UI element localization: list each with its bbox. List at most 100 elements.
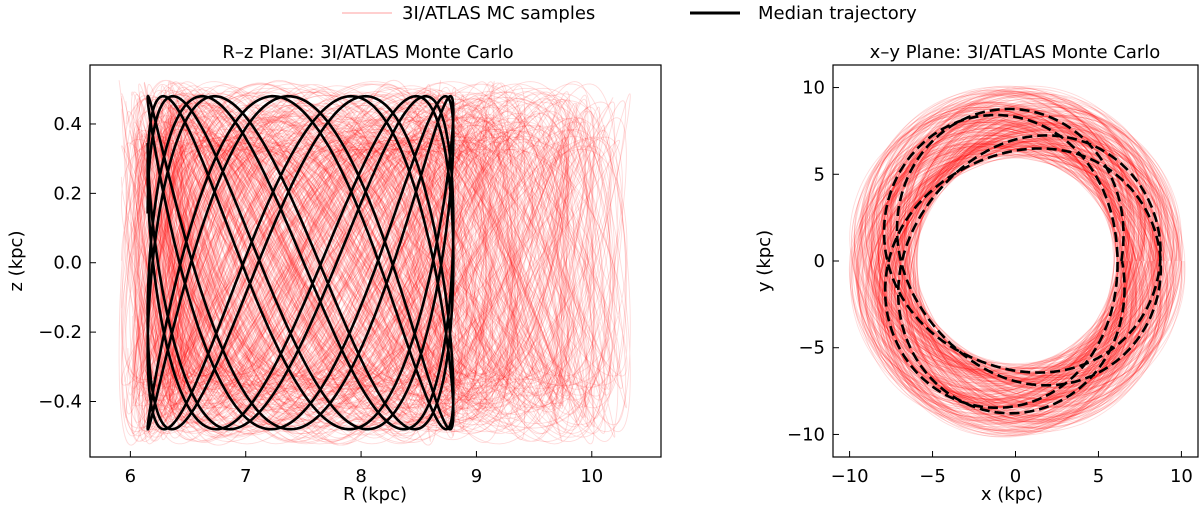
rz-mc-sample-line — [161, 86, 457, 439]
xy-mc-sample-line — [868, 120, 1162, 418]
xy-mc-sample-line — [878, 127, 1153, 405]
rz-mc-sample-line — [169, 127, 477, 398]
xy-mc-sample-line — [882, 118, 1152, 399]
xy-mc-sample-line — [858, 105, 1162, 422]
rz-mc-sample-line — [162, 100, 505, 426]
rz-mc-sample-line — [166, 124, 605, 401]
xy-ylabel: y (kpc) — [754, 230, 775, 292]
xy-mc-sample-line — [865, 110, 1155, 417]
xy-plot-area — [848, 85, 1186, 438]
rz-mc-sample-line — [167, 104, 526, 421]
rz-mc-sample-line — [141, 115, 558, 410]
rz-mc-sample-line — [180, 133, 468, 393]
rz-mc-sample-line — [181, 117, 587, 409]
xy-mc-sample-line — [871, 109, 1160, 409]
xy-ytick-label: 5 — [814, 164, 825, 185]
rz-mc-sample-line — [129, 129, 611, 396]
xy-mc-sample-line — [877, 117, 1154, 407]
xy-mc-sample-line — [860, 108, 1174, 431]
xy-title: x–y Plane: 3I/ATLAS Monte Carlo — [870, 42, 1161, 63]
rz-mc-sample-line — [134, 148, 514, 377]
rz-mc-sample-line — [174, 150, 493, 375]
xy-mc-sample-line — [855, 92, 1178, 419]
xy-mc-sample-line — [871, 106, 1169, 425]
rz-median-trajectory — [146, 94, 455, 431]
rz-mc-sample-line — [163, 125, 570, 401]
xy-mc-sample-line — [879, 104, 1167, 411]
xy-mc-sample-line — [853, 94, 1166, 421]
rz-mc-sample-line — [146, 83, 431, 443]
xy-mc-sample-line — [853, 106, 1178, 434]
rz-panel: R–z Plane: 3I/ATLAS Monte Carlo 6 7 8 9 10 −0… — [6, 42, 662, 505]
xy-mc-sample-line — [880, 110, 1159, 400]
rz-mc-sample-line — [169, 117, 594, 409]
xy-mc-sample-line — [856, 90, 1174, 420]
rz-ytick-label: 0.2 — [53, 183, 82, 204]
rz-mc-sample-line — [174, 142, 463, 384]
rz-mc-sample-line — [142, 124, 443, 402]
rz-mc-sample-line — [130, 83, 563, 442]
xy-mc-sample-line — [852, 90, 1174, 419]
xy-mc-sample-line — [873, 101, 1175, 424]
rz-xtick-label: 7 — [240, 466, 251, 487]
xy-mc-sample-line — [880, 121, 1156, 409]
rz-mc-sample-line — [170, 139, 457, 386]
rz-mc-sample-line — [159, 101, 616, 424]
xy-mc-sample-line — [882, 121, 1156, 408]
rz-xtick-label: 8 — [355, 466, 366, 487]
rz-mc-sample-line — [140, 115, 522, 411]
xy-mc-sample-line — [871, 111, 1155, 400]
xy-xlabel: x (kpc) — [981, 484, 1043, 505]
xy-mc-sample-line — [871, 121, 1164, 418]
legend-mc-samples-label: 3I/ATLAS MC samples — [402, 3, 595, 24]
rz-mc-sample-line — [143, 82, 509, 443]
xy-mc-sample-line — [864, 106, 1180, 433]
rz-mc-sample-line — [149, 136, 623, 389]
rz-mc-sample-line — [131, 91, 569, 435]
rz-mc-sample-line — [159, 105, 485, 421]
xy-mc-sample-line — [878, 107, 1162, 407]
xy-mc-sample-line — [870, 112, 1161, 414]
rz-mc-sample-line — [168, 80, 495, 445]
xy-mc-sample-line — [870, 118, 1165, 419]
xy-ytick-label: 10 — [802, 78, 825, 99]
rz-mc-sample-line — [165, 93, 492, 433]
rz-xtick-label: 6 — [125, 466, 136, 487]
xy-mc-sample-line — [873, 113, 1150, 399]
rz-mc-sample-line — [169, 146, 460, 379]
xy-mc-sample-line — [856, 98, 1162, 424]
xy-mc-sample-line — [867, 112, 1172, 423]
xy-xtick-label: −10 — [831, 466, 869, 487]
rz-mc-sample-line — [166, 97, 487, 429]
xy-mc-sample-line — [865, 102, 1180, 432]
rz-ticks: 6 7 8 9 10 −0.4 −0.2 0.0 0.2 0.4 — [38, 114, 603, 487]
xy-mc-sample-line — [860, 105, 1178, 432]
xy-mc-sample-line — [867, 107, 1153, 417]
xy-median-trajectory — [882, 107, 1163, 415]
rz-mc-sample-line — [169, 104, 513, 421]
rz-mc-sample-line — [143, 81, 595, 445]
xy-xtick-label: −5 — [919, 466, 946, 487]
rz-mc-sample-line — [125, 97, 520, 428]
xy-mc-sample-line — [861, 95, 1174, 421]
xy-mc-sample-line — [850, 87, 1169, 429]
legend: 3I/ATLAS MC samples Median trajectory — [342, 3, 917, 24]
rz-mc-sample-line — [158, 137, 613, 388]
rz-title: R–z Plane: 3I/ATLAS Monte Carlo — [222, 42, 513, 63]
xy-mc-sample-line — [873, 109, 1172, 424]
xy-mc-sample-line — [877, 123, 1144, 404]
xy-panel: x–y Plane: 3I/ATLAS Monte Carlo −10 −5 0 5 1… — [754, 42, 1199, 505]
rz-mc-sample-line — [148, 102, 578, 423]
rz-mc-sample-line — [136, 98, 595, 428]
xy-mc-sample-line — [857, 92, 1177, 422]
rz-mc-sample-line — [154, 144, 568, 381]
rz-ytick-label: 0.0 — [53, 253, 82, 274]
xy-mc-sample-line — [867, 102, 1174, 425]
xy-mc-sample-line — [871, 93, 1176, 415]
xy-mc-sample-line — [864, 89, 1183, 426]
rz-mc-sample-line — [148, 94, 469, 431]
rz-mc-sample-line — [180, 116, 564, 410]
xy-mc-sample-line — [877, 122, 1147, 405]
rz-mc-sample-line — [127, 139, 597, 387]
rz-mc-sample-line — [174, 148, 477, 378]
